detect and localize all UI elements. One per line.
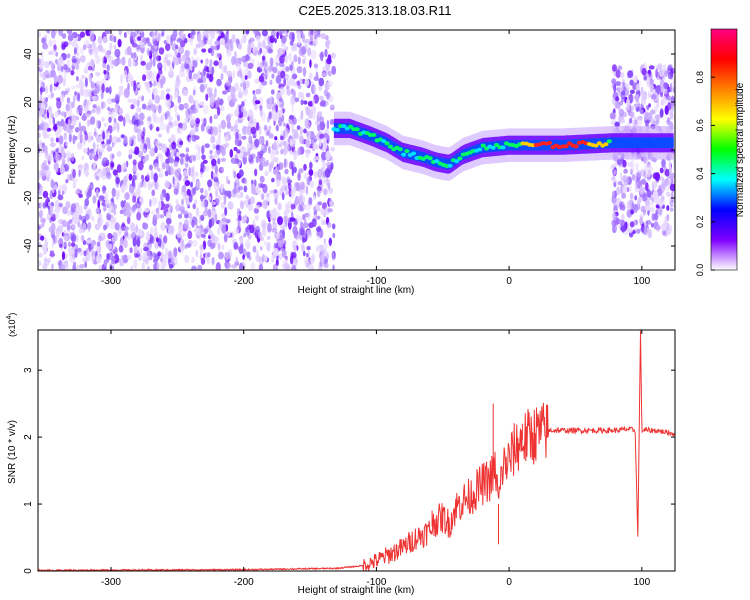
bottom-x-axis-label: Height of straight line (km) [298, 585, 415, 596]
colorbar-label: Normalized spectral amplitude [735, 82, 746, 217]
signal-point [454, 159, 460, 164]
signal-point [480, 143, 486, 148]
bottom-y-axis: 0 1 2 3 [23, 367, 675, 574]
bottom-x-tick-label: 100 [633, 577, 650, 588]
bottom-x-tick-label: -200 [234, 577, 254, 588]
signal-point [334, 127, 340, 132]
colorbar-tick-label: 0.8 [695, 71, 705, 84]
signal-point [547, 140, 553, 145]
bottom-y-tick-label: 0 [23, 568, 34, 574]
signal-point [427, 156, 433, 161]
y-exponent-base: (x10 [7, 319, 17, 337]
signal-point [596, 141, 602, 146]
top-x-tick-label: -200 [234, 276, 254, 287]
signal-point [603, 142, 609, 147]
signal-point [371, 133, 377, 137]
snr-series-line [38, 330, 675, 571]
signal-point [397, 147, 403, 152]
colorbar-ticks: 0.0 0.2 0.4 0.6 0.8 [695, 71, 715, 276]
bottom-y-tick-label: 1 [23, 501, 34, 507]
top-x-tick-label: 100 [633, 276, 650, 287]
signal-point [494, 143, 499, 147]
bottom-y-axis-label: SNR (10 * v/v) [7, 420, 18, 484]
bottom-x-tick-label: -300 [101, 577, 121, 588]
signal-point [401, 152, 407, 157]
signal-point [500, 145, 506, 150]
top-y-tick-label: 0 [23, 147, 34, 153]
signal-point [490, 145, 496, 150]
colorbar-tick-label: 0.0 [695, 264, 705, 277]
signal-point [477, 147, 483, 152]
top-x-tick-label: -100 [366, 276, 386, 287]
top-y-axis-label: Frequency (Hz) [7, 116, 18, 185]
top-x-tick-label: 0 [506, 276, 512, 287]
signal-point [447, 163, 453, 168]
signal-point [563, 144, 569, 149]
colorbar-tick-label: 0.2 [695, 216, 705, 229]
top-y-tick-label: 20 [23, 96, 34, 108]
colorbar: 0.0 0.2 0.4 0.6 0.8 Normalized spectral ampl… [695, 28, 746, 276]
y-exponent-close: ) [7, 313, 17, 316]
y-exponent-power: 4 [6, 315, 13, 319]
svg-text:(x104): (x104) [6, 313, 17, 337]
colorbar-gradient [710, 28, 738, 271]
signal-point [348, 124, 353, 129]
top-x-axis-label: Height of straight line (km) [298, 285, 415, 296]
top-y-tick-label: -40 [23, 238, 34, 253]
top-x-tick-label: -300 [101, 276, 121, 287]
colorbar-tick-label: 0.6 [695, 119, 705, 132]
bottom-y-tick-label: 2 [23, 434, 34, 440]
top-x-axis: -300 -200 -100 0 100 [101, 30, 651, 287]
y-exponent-label: (x104) [6, 313, 17, 337]
snr-panel: -300 -200 -100 0 100 0 1 2 3 Height of straight… [6, 313, 676, 596]
top-y-tick-label: 40 [23, 48, 34, 60]
chart-title: C2E5.2025.313.18.03.R11 [299, 3, 452, 18]
bottom-x-tick-label: 0 [506, 577, 512, 588]
signal-point [593, 143, 599, 148]
signal-point [404, 149, 410, 154]
bottom-x-tick-label: -100 [366, 577, 386, 588]
top-y-axis: -40 -20 0 20 40 [23, 48, 675, 253]
bottom-y-tick-label: 3 [23, 367, 34, 373]
signal-point [384, 141, 390, 146]
spectrogram-heatmap [38, 30, 675, 270]
signal-point [434, 159, 440, 164]
signal-point [341, 124, 347, 129]
signal-point [606, 139, 612, 144]
signal-point [411, 151, 417, 156]
top-y-tick-label: -20 [23, 190, 34, 205]
signal-point [387, 144, 393, 149]
signal-point [573, 144, 579, 149]
bottom-x-axis: -300 -200 -100 0 100 [101, 330, 651, 588]
colorbar-tick-label: 0.4 [695, 167, 705, 180]
signal-point [457, 156, 463, 161]
signal-point [354, 127, 360, 132]
